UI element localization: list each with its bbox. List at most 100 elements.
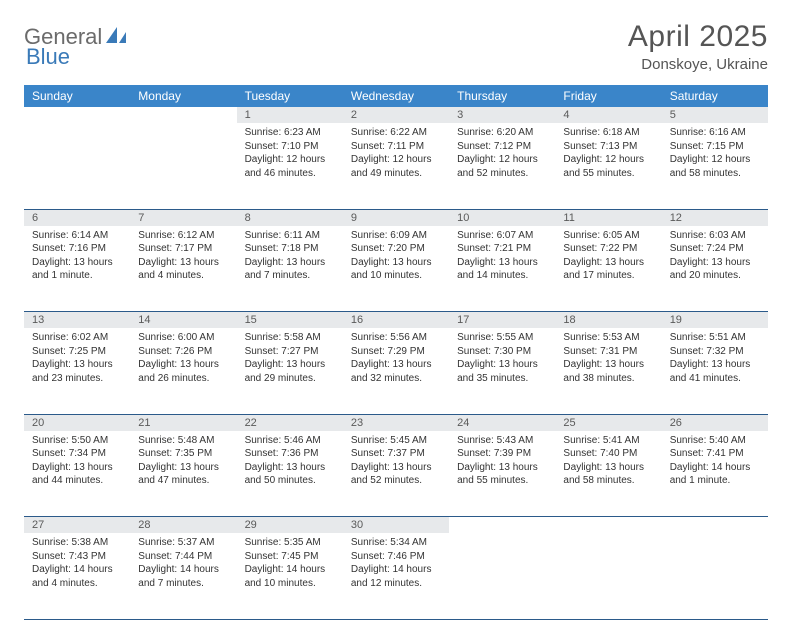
sunset-text: Sunset: 7:24 PM: [670, 242, 760, 256]
sunrise-text: Sunrise: 6:14 AM: [32, 229, 122, 243]
day-cell: Sunrise: 5:51 AMSunset: 7:32 PMDaylight:…: [662, 328, 768, 414]
daylight-text: Daylight: 13 hours and 50 minutes.: [245, 461, 335, 488]
sunset-text: Sunset: 7:32 PM: [670, 345, 760, 359]
day-content: Sunrise: 5:51 AMSunset: 7:32 PMDaylight:…: [662, 328, 768, 391]
day-content: Sunrise: 5:46 AMSunset: 7:36 PMDaylight:…: [237, 431, 343, 494]
daylight-text: Daylight: 12 hours and 46 minutes.: [245, 153, 335, 180]
weekday-header: Saturday: [662, 85, 768, 107]
sunset-text: Sunset: 7:10 PM: [245, 140, 335, 154]
day-number: 1: [237, 107, 343, 123]
daylight-text: Daylight: 14 hours and 12 minutes.: [351, 563, 441, 590]
sunset-text: Sunset: 7:15 PM: [670, 140, 760, 154]
daylight-text: Daylight: 13 hours and 44 minutes.: [32, 461, 122, 488]
day-content: Sunrise: 5:34 AMSunset: 7:46 PMDaylight:…: [343, 533, 449, 596]
day-number: 20: [24, 415, 130, 431]
day-cell: [662, 533, 768, 619]
day-number: 2: [343, 107, 449, 123]
day-content: Sunrise: 6:16 AMSunset: 7:15 PMDaylight:…: [662, 123, 768, 186]
daynum-row: 12345: [24, 107, 768, 123]
sunrise-text: Sunrise: 5:41 AM: [563, 434, 653, 448]
day-number: [555, 517, 661, 521]
day-number: 30: [343, 517, 449, 533]
sunrise-text: Sunrise: 5:53 AM: [563, 331, 653, 345]
day-cell: Sunrise: 6:07 AMSunset: 7:21 PMDaylight:…: [449, 226, 555, 312]
calendar-body: 12345Sunrise: 6:23 AMSunset: 7:10 PMDayl…: [24, 107, 768, 619]
sunset-text: Sunset: 7:20 PM: [351, 242, 441, 256]
daylight-text: Daylight: 12 hours and 55 minutes.: [563, 153, 653, 180]
sunrise-text: Sunrise: 6:11 AM: [245, 229, 335, 243]
sunset-text: Sunset: 7:44 PM: [138, 550, 228, 564]
day-content: Sunrise: 6:11 AMSunset: 7:18 PMDaylight:…: [237, 226, 343, 289]
sunrise-text: Sunrise: 5:51 AM: [670, 331, 760, 345]
day-cell: Sunrise: 5:41 AMSunset: 7:40 PMDaylight:…: [555, 431, 661, 517]
day-cell: Sunrise: 6:05 AMSunset: 7:22 PMDaylight:…: [555, 226, 661, 312]
day-content: Sunrise: 6:07 AMSunset: 7:21 PMDaylight:…: [449, 226, 555, 289]
sunset-text: Sunset: 7:30 PM: [457, 345, 547, 359]
weekday-header: Thursday: [449, 85, 555, 107]
sunrise-text: Sunrise: 5:48 AM: [138, 434, 228, 448]
day-content: Sunrise: 6:02 AMSunset: 7:25 PMDaylight:…: [24, 328, 130, 391]
day-cell: Sunrise: 5:34 AMSunset: 7:46 PMDaylight:…: [343, 533, 449, 619]
week-row: Sunrise: 6:23 AMSunset: 7:10 PMDaylight:…: [24, 123, 768, 209]
day-number: 4: [555, 107, 661, 123]
sunset-text: Sunset: 7:36 PM: [245, 447, 335, 461]
day-cell: Sunrise: 6:12 AMSunset: 7:17 PMDaylight:…: [130, 226, 236, 312]
weekday-header: Wednesday: [343, 85, 449, 107]
day-cell: Sunrise: 5:56 AMSunset: 7:29 PMDaylight:…: [343, 328, 449, 414]
day-content: Sunrise: 5:56 AMSunset: 7:29 PMDaylight:…: [343, 328, 449, 391]
day-cell: Sunrise: 6:14 AMSunset: 7:16 PMDaylight:…: [24, 226, 130, 312]
day-content: Sunrise: 5:43 AMSunset: 7:39 PMDaylight:…: [449, 431, 555, 494]
daylight-text: Daylight: 13 hours and 14 minutes.: [457, 256, 547, 283]
day-number: 24: [449, 415, 555, 431]
day-number: [130, 107, 236, 111]
daynum-row: 6789101112: [24, 209, 768, 226]
day-number: [449, 517, 555, 521]
sunrise-text: Sunrise: 5:37 AM: [138, 536, 228, 550]
daylight-text: Daylight: 13 hours and 23 minutes.: [32, 358, 122, 385]
daylight-text: Daylight: 13 hours and 26 minutes.: [138, 358, 228, 385]
day-number: 26: [662, 415, 768, 431]
daylight-text: Daylight: 13 hours and 47 minutes.: [138, 461, 228, 488]
weekday-header-row: SundayMondayTuesdayWednesdayThursdayFrid…: [24, 85, 768, 107]
day-content: Sunrise: 5:45 AMSunset: 7:37 PMDaylight:…: [343, 431, 449, 494]
day-number: 7: [130, 210, 236, 226]
sunset-text: Sunset: 7:17 PM: [138, 242, 228, 256]
sunrise-text: Sunrise: 5:58 AM: [245, 331, 335, 345]
day-number: 29: [237, 517, 343, 533]
daylight-text: Daylight: 13 hours and 55 minutes.: [457, 461, 547, 488]
day-number: 25: [555, 415, 661, 431]
day-number: 18: [555, 312, 661, 328]
day-cell: Sunrise: 5:43 AMSunset: 7:39 PMDaylight:…: [449, 431, 555, 517]
sunrise-text: Sunrise: 6:16 AM: [670, 126, 760, 140]
day-number: [24, 107, 130, 111]
daylight-text: Daylight: 14 hours and 1 minute.: [670, 461, 760, 488]
day-number: 27: [24, 517, 130, 533]
sunrise-text: Sunrise: 5:38 AM: [32, 536, 122, 550]
day-number: 19: [662, 312, 768, 328]
day-number: 23: [343, 415, 449, 431]
sunset-text: Sunset: 7:46 PM: [351, 550, 441, 564]
sunset-text: Sunset: 7:40 PM: [563, 447, 653, 461]
daylight-text: Daylight: 13 hours and 7 minutes.: [245, 256, 335, 283]
daylight-text: Daylight: 13 hours and 20 minutes.: [670, 256, 760, 283]
day-content: Sunrise: 5:50 AMSunset: 7:34 PMDaylight:…: [24, 431, 130, 494]
day-number: 9: [343, 210, 449, 226]
calendar-table: SundayMondayTuesdayWednesdayThursdayFrid…: [24, 85, 768, 620]
sunset-text: Sunset: 7:39 PM: [457, 447, 547, 461]
day-cell: Sunrise: 5:46 AMSunset: 7:36 PMDaylight:…: [237, 431, 343, 517]
day-cell: Sunrise: 5:50 AMSunset: 7:34 PMDaylight:…: [24, 431, 130, 517]
daylight-text: Daylight: 14 hours and 7 minutes.: [138, 563, 228, 590]
day-cell: Sunrise: 6:09 AMSunset: 7:20 PMDaylight:…: [343, 226, 449, 312]
day-cell: Sunrise: 5:38 AMSunset: 7:43 PMDaylight:…: [24, 533, 130, 619]
daylight-text: Daylight: 13 hours and 4 minutes.: [138, 256, 228, 283]
week-row: Sunrise: 6:02 AMSunset: 7:25 PMDaylight:…: [24, 328, 768, 414]
day-content: Sunrise: 6:23 AMSunset: 7:10 PMDaylight:…: [237, 123, 343, 186]
daynum-row: 13141516171819: [24, 312, 768, 329]
page-title: April 2025: [628, 20, 768, 54]
day-cell: Sunrise: 6:00 AMSunset: 7:26 PMDaylight:…: [130, 328, 236, 414]
sunrise-text: Sunrise: 6:22 AM: [351, 126, 441, 140]
weekday-header: Monday: [130, 85, 236, 107]
day-cell: Sunrise: 5:55 AMSunset: 7:30 PMDaylight:…: [449, 328, 555, 414]
day-cell: Sunrise: 6:18 AMSunset: 7:13 PMDaylight:…: [555, 123, 661, 209]
week-row: Sunrise: 5:38 AMSunset: 7:43 PMDaylight:…: [24, 533, 768, 619]
